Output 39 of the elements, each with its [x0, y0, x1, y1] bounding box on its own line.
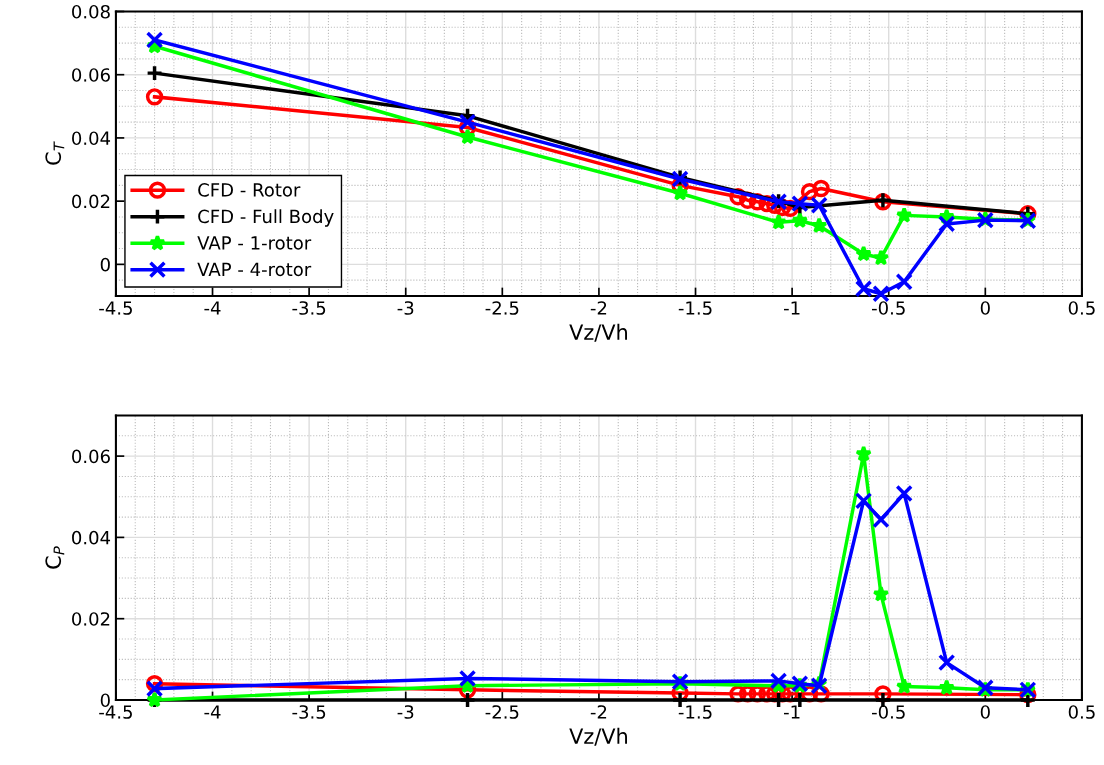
x-tick-label: -3 — [397, 705, 414, 719]
x-tick-label: -2.5 — [485, 301, 519, 315]
x-tick-label: 0.5 — [1068, 301, 1095, 315]
x-tick-label: -2.5 — [485, 705, 519, 719]
legend-label: VAP - 1-rotor — [197, 236, 312, 250]
x-tick-label: -0.5 — [871, 301, 905, 315]
y-tick-label: 0.06 — [72, 449, 110, 464]
x-axis-title: Vz/Vh — [569, 727, 627, 746]
x-tick-label: -1.5 — [678, 301, 712, 315]
x-tick-label: -2 — [590, 705, 607, 719]
x-tick-label: 0.5 — [1068, 705, 1095, 719]
y-tick-label: 0.08 — [72, 4, 110, 19]
y-axis-title: C$_{T}$ — [45, 141, 65, 165]
x-tick-label: -3 — [397, 301, 414, 315]
legend-label: CFD - Rotor — [198, 183, 301, 197]
y-tick-label: 0.02 — [72, 194, 110, 209]
x-tick-label: -3.5 — [292, 705, 326, 719]
x-tick-label: -2 — [590, 301, 607, 315]
y-tick-label: 0.02 — [72, 612, 110, 626]
x-tick-label: -1.5 — [678, 705, 712, 719]
x-tick-label: -4 — [204, 705, 221, 719]
y-tick-label: 0.04 — [72, 530, 111, 545]
x-tick-label: -1 — [784, 705, 800, 719]
y-tick-label: 0.04 — [72, 131, 111, 146]
x-axis-title: Vz/Vh — [569, 323, 627, 342]
y-tick-label: 0.06 — [72, 68, 110, 82]
y-tick-label: 0 — [100, 257, 110, 272]
x-tick-label: -1 — [784, 301, 800, 315]
x-tick-label: -3.5 — [292, 301, 326, 315]
y-tick-label: 0 — [100, 693, 110, 708]
x-tick-label: 0 — [980, 705, 990, 719]
legend-label: CFD - Full Body — [198, 209, 334, 227]
y-axis-title: C$_{P}$ — [45, 546, 65, 569]
x-tick-label: -4 — [204, 301, 221, 315]
x-tick-label: -0.5 — [871, 705, 905, 719]
legend-label: VAP - 4-rotor — [197, 262, 312, 277]
x-tick-label: -4.5 — [99, 705, 132, 719]
x-tick-label: -4.5 — [99, 301, 132, 315]
x-tick-label: 0 — [980, 301, 990, 315]
